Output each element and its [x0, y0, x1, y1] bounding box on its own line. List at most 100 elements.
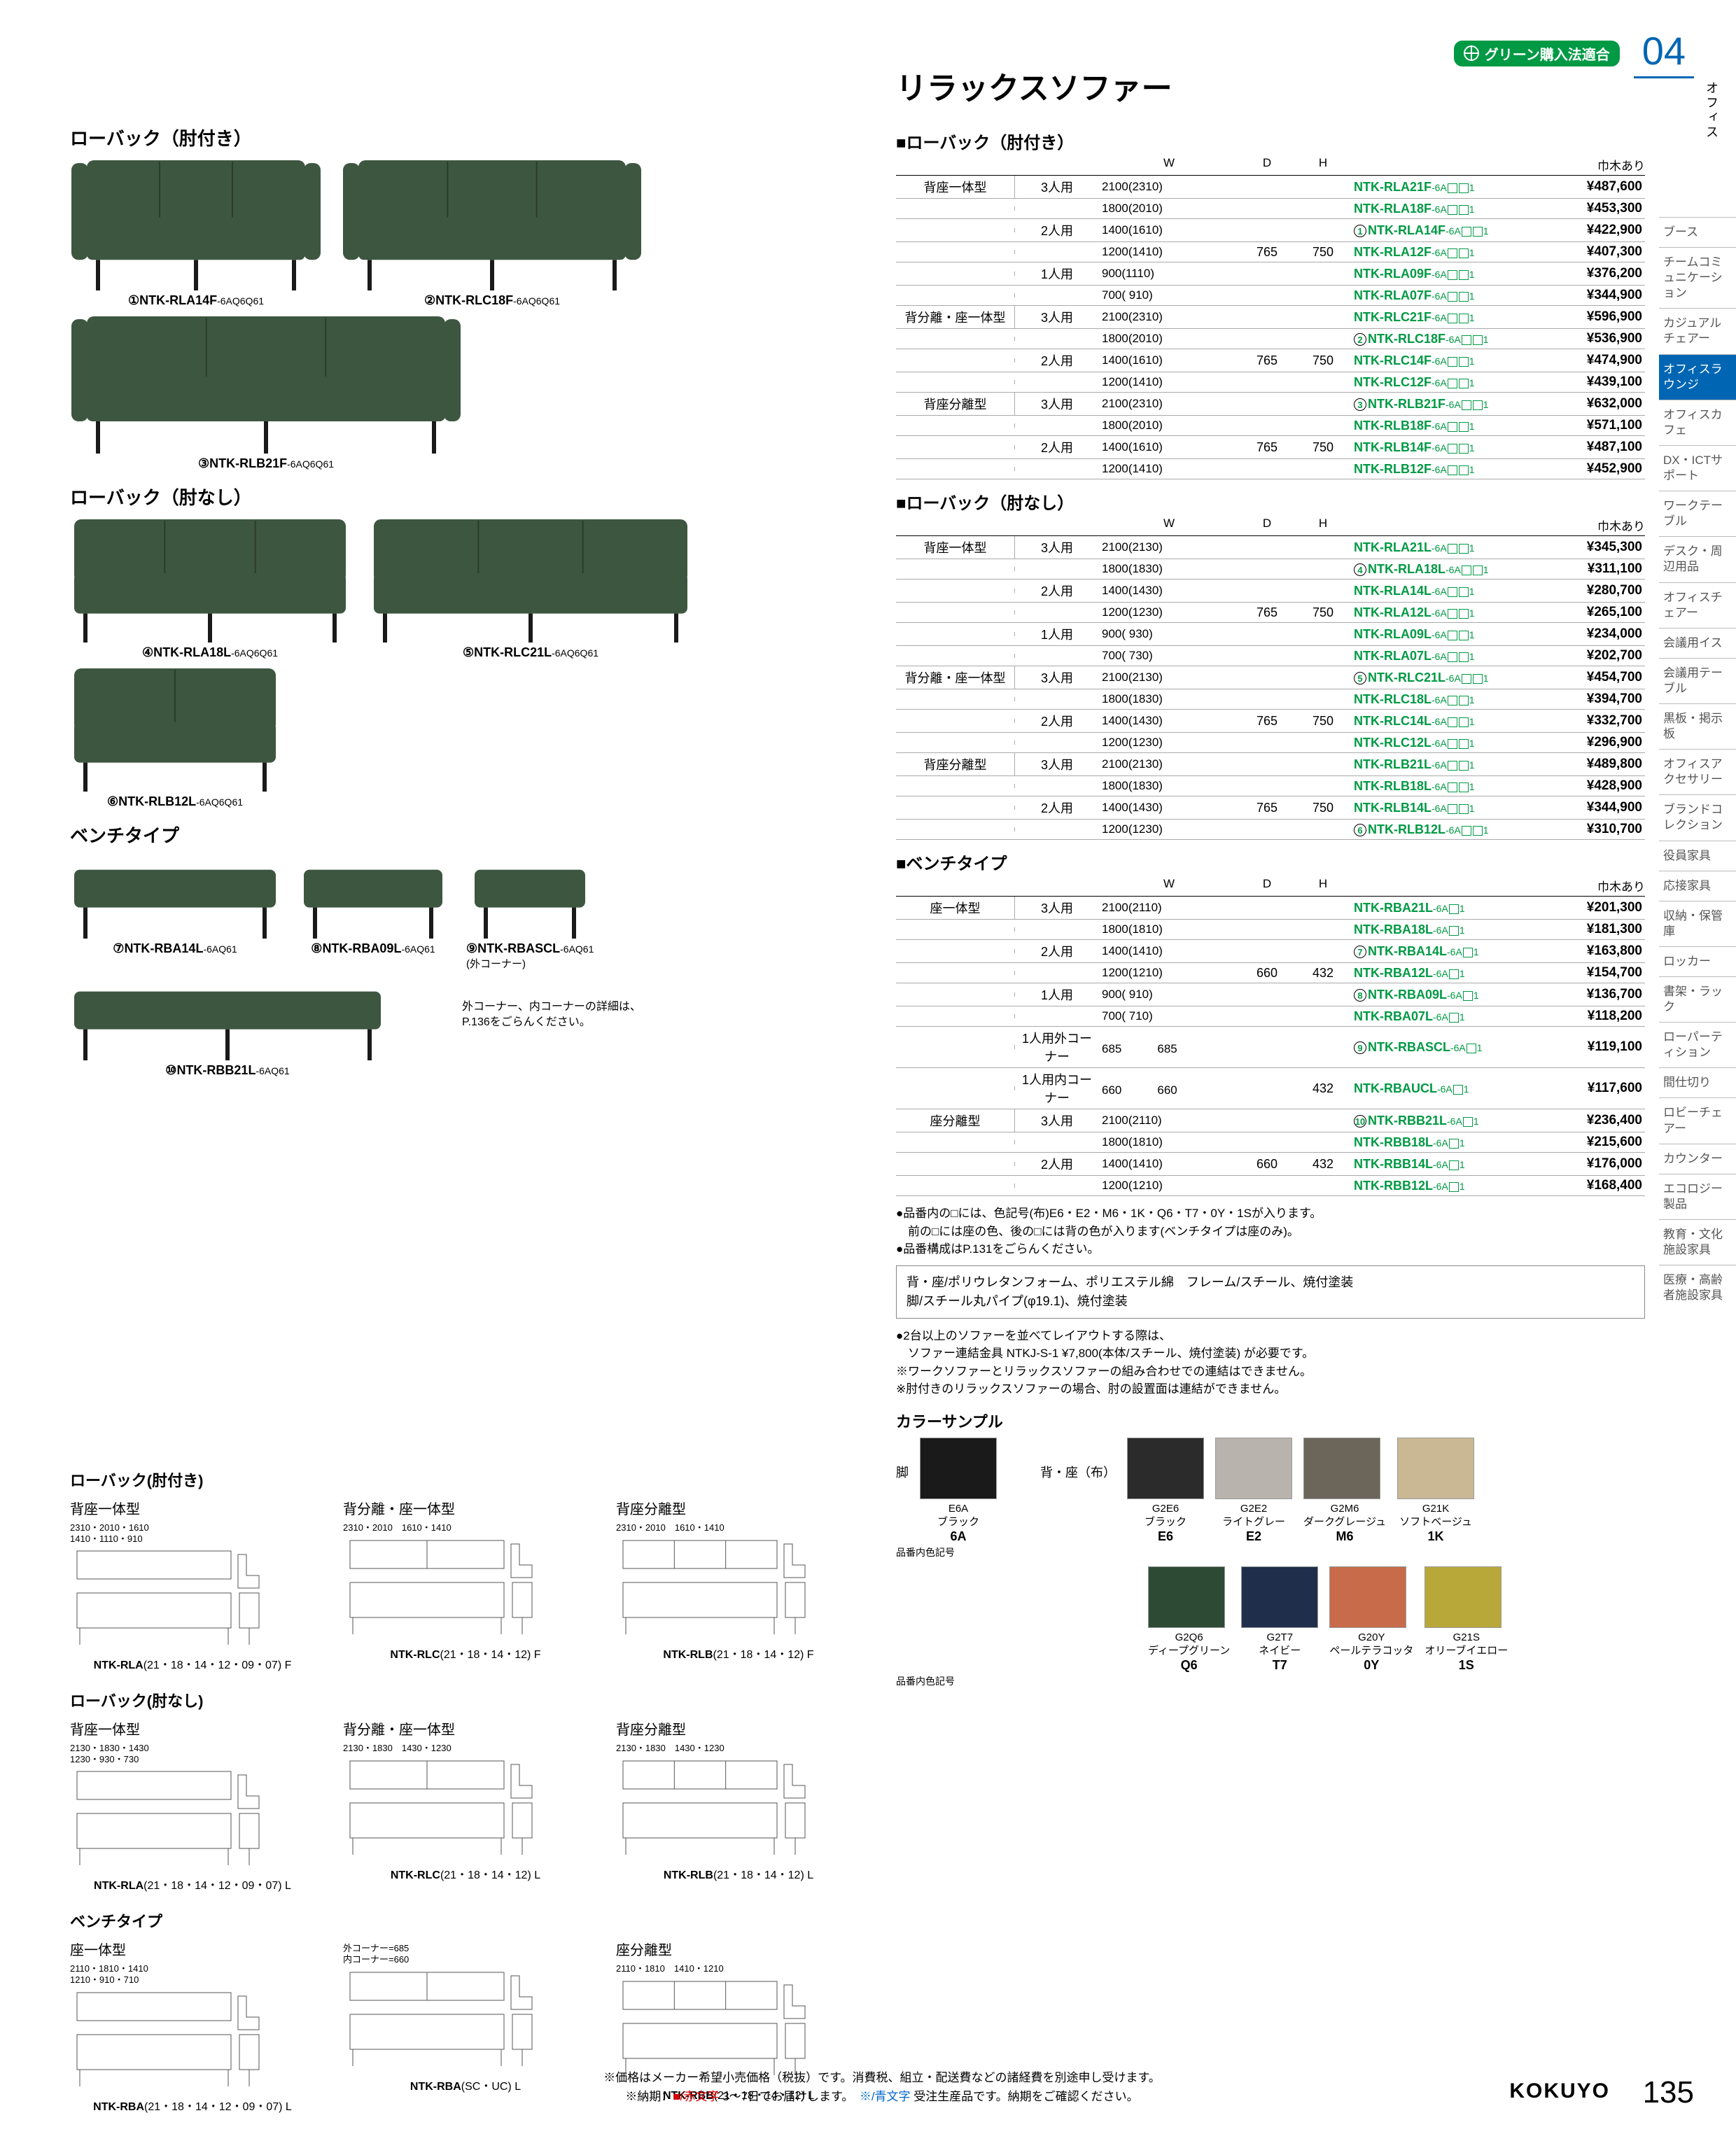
tech-drawing: 背座分離型2130・1830 1430・1230NTK-RLB(21・18・14…	[616, 1718, 861, 1893]
technical-drawings: ローバック(肘付き)背座一体型2310・2010・1610 1410・1110・…	[70, 1456, 861, 2131]
side-tab[interactable]: オフィスラウンジ	[1659, 354, 1736, 400]
side-tab[interactable]: オフィスカフェ	[1659, 400, 1736, 445]
table-row: 2人用1400(1610)765750NTK-RLC14F-6A1¥474,90…	[896, 349, 1645, 372]
color-samples: カラーサンプル脚E6Aブラック6A背・座（布）G2E6ブラックE6G2E2ライト…	[896, 1410, 1645, 1688]
side-tab[interactable]: 医療・高齢者施設家具	[1659, 1265, 1736, 1310]
footer: ※価格はメーカー希望小売価格（税抜）です。消費税、組立・配送費などの諸経費を別途…	[70, 2068, 1694, 2106]
table-row: 1200(1210)NTK-RBB12L-6A1¥168,400	[896, 1176, 1645, 1196]
page-title: リラックスソファー	[896, 63, 1172, 108]
side-tab[interactable]: デスク・周辺用品	[1659, 536, 1736, 582]
side-tab[interactable]: 会議用テーブル	[1659, 658, 1736, 703]
side-tabs: ブースチームコミュニケーションカジュアルチェアーオフィスラウンジオフィスカフェD…	[1659, 217, 1736, 1310]
table-row: 1200(1410)NTK-RLB12F-6A1¥452,900	[896, 459, 1645, 479]
side-tab[interactable]: 教育・文化施設家具	[1659, 1219, 1736, 1265]
table-row: 1800(1830)NTK-RLC18L-6A1¥394,700	[896, 689, 1645, 710]
table-row: 1800(1810)NTK-RBA18L-6A1¥181,300	[896, 920, 1645, 940]
table-row: 2人用1400(1610)765750NTK-RLB14F-6A1¥487,10…	[896, 436, 1645, 459]
table-row: 背座分離型3人用2100(2310)3NTK-RLB21F-6A1¥632,00…	[896, 393, 1645, 416]
side-tab[interactable]: 応接家具	[1659, 871, 1736, 901]
page-number: 135	[1643, 2075, 1694, 2110]
table-row: 1200(1230)NTK-RLC12L-6A1¥296,900	[896, 733, 1645, 753]
table-row: 2人用1400(1610)1NTK-RLA14F-6A1¥422,900	[896, 219, 1645, 242]
section-vertical: オフィス	[1702, 81, 1721, 140]
spec-notes: ●品番内の□には、色記号(布)E6・E2・M6・1K・Q6・T7・0Y・1Sが入…	[896, 1205, 1645, 1258]
table-row: 背座一体型3人用2100(2130)NTK-RLA21L-6A1¥345,300	[896, 536, 1645, 559]
side-tab[interactable]: ロッカー	[1659, 946, 1736, 976]
table-header: WDH巾木あり	[896, 155, 1645, 176]
table-title: ■ローバック（肘付き）	[896, 129, 1645, 153]
table-row: 座一体型3人用2100(2110)NTK-RBA21L-6A1¥201,300	[896, 897, 1645, 920]
product-image: ⑩NTK-RBB21L-6AQ61	[70, 976, 385, 1078]
tech-drawing: 背分離・座一体型2130・1830 1430・1230NTK-RLC(21・18…	[343, 1718, 588, 1893]
material-box: 背・座/ポリウレタンフォーム、ポリエステル綿 フレーム/スチール、焼付塗装脚/ス…	[896, 1265, 1645, 1319]
product-image: ⑨NTK-RBASCL-6AQ61(外コーナー)	[466, 855, 594, 971]
table-row: 1800(1810)NTK-RBB18L-6A1¥215,600	[896, 1132, 1645, 1153]
table-row: 1人用900( 930)NTK-RLA09L-6A1¥234,000	[896, 623, 1645, 646]
table-row: 2人用1400(1410)660432NTK-RBB14L-6A1¥176,00…	[896, 1153, 1645, 1176]
spec-tables: ■ローバック（肘付き）WDH巾木あり背座一体型3人用2100(2310)NTK-…	[896, 119, 1645, 1688]
side-tab[interactable]: カウンター	[1659, 1144, 1736, 1174]
table-row: 1200(1410)765750NTK-RLA12F-6A1¥407,300	[896, 242, 1645, 262]
globe-icon	[1464, 45, 1479, 61]
side-tab[interactable]: オフィスチェアー	[1659, 582, 1736, 628]
side-tab[interactable]: 会議用イス	[1659, 628, 1736, 658]
table-row: 2人用1400(1430)NTK-RLA14L-6A1¥280,700	[896, 580, 1645, 603]
table-header: WDH巾木あり	[896, 515, 1645, 536]
green-badge-text: グリーン購入法適合	[1485, 43, 1610, 64]
tech-drawing: 背分離・座一体型2310・2010 1610・1410NTK-RLC(21・18…	[343, 1498, 588, 1672]
section-title: ローバック（肘付き）	[70, 125, 861, 150]
side-tab[interactable]: ブース	[1659, 217, 1736, 247]
table-row: 1800(1830)NTK-RLB18L-6A1¥428,900	[896, 776, 1645, 796]
table-row: 1800(2010)NTK-RLB18F-6A1¥571,100	[896, 416, 1645, 436]
side-tab[interactable]: 間仕切り	[1659, 1067, 1736, 1097]
table-row: 1200(1210)660432NTK-RBA12L-6A1¥154,700	[896, 963, 1645, 983]
side-tab[interactable]: 役員家具	[1659, 841, 1736, 871]
product-image: ④NTK-RLA18L-6AQ6Q61	[70, 517, 350, 660]
table-header: WDH巾木あり	[896, 876, 1645, 897]
product-image: ⑥NTK-RLB12L-6AQ6Q61	[70, 666, 280, 809]
table-row: 1200(1230)765750NTK-RLA12L-6A1¥265,100	[896, 603, 1645, 623]
table-row: 1800(2010)NTK-RLA18F-6A1¥453,300	[896, 199, 1645, 219]
table-row: 1200(1230)6NTK-RLB12L-6A1¥310,700	[896, 820, 1645, 840]
tech-drawing: 背座一体型2130・1830・1430 1230・930・730NTK-RLA(…	[70, 1718, 315, 1893]
side-tab[interactable]: ローパーティション	[1659, 1022, 1736, 1067]
layout-notes: ●2台以上のソファーを並べてレイアウトする際は、 ソファー連結金具 NTKJ-S…	[896, 1327, 1645, 1398]
brand-logo: KOKUYO	[1509, 2079, 1610, 2103]
section-title: ローバック（肘なし）	[70, 484, 861, 510]
table-row: 1人用内コーナー660 660432NTK-RBAUCL-6A1¥117,600	[896, 1068, 1645, 1109]
table-row: 2人用1400(1410)7NTK-RBA14L-6A1¥163,800	[896, 940, 1645, 963]
table-row: 1800(2010)2NTK-RLC18F-6A1¥536,900	[896, 329, 1645, 349]
product-image: ⑧NTK-RBA09L-6AQ61	[300, 855, 447, 971]
side-tab[interactable]: ロビーチェアー	[1659, 1097, 1736, 1143]
footer-line2: ※納期：■/赤文字 3〜7日でお届けします。 ※/青文字 受注生産品です。納期を…	[70, 2087, 1694, 2106]
side-tab[interactable]: オフィスアクセサリー	[1659, 749, 1736, 794]
table-row: 700( 910)NTK-RLA07F-6A1¥344,900	[896, 286, 1645, 306]
side-tab[interactable]: ブランドコレクション	[1659, 794, 1736, 840]
table-row: 2人用1400(1430)765750NTK-RLB14L-6A1¥344,90…	[896, 796, 1645, 820]
side-tab[interactable]: エコロジー製品	[1659, 1174, 1736, 1219]
product-image: ③NTK-RLB21F-6AQ6Q61	[70, 314, 462, 471]
side-tab[interactable]: カジュアルチェアー	[1659, 308, 1736, 353]
table-row: 1人用900( 910)8NTK-RBA09L-6A1¥136,700	[896, 983, 1645, 1006]
table-row: 背座一体型3人用2100(2310)NTK-RLA21F-6A1¥487,600	[896, 176, 1645, 199]
chapter-number: 04	[1634, 28, 1694, 78]
product-image: ①NTK-RLA14F-6AQ6Q61	[70, 157, 322, 308]
side-tab[interactable]: 書架・ラック	[1659, 976, 1736, 1022]
green-badge: グリーン購入法適合	[1454, 41, 1620, 66]
side-tab[interactable]: チームコミュニケーション	[1659, 247, 1736, 308]
product-image: ⑤NTK-RLC21L-6AQ6Q61	[370, 517, 692, 660]
side-tab[interactable]: ワークテーブル	[1659, 491, 1736, 536]
side-tab[interactable]: 黒板・掲示板	[1659, 703, 1736, 749]
side-tab[interactable]: DX・ICTサポート	[1659, 445, 1736, 491]
side-tab[interactable]: 収納・保管庫	[1659, 901, 1736, 946]
table-row: 背分離・座一体型3人用2100(2310)NTK-RLC21F-6A1¥596,…	[896, 306, 1645, 329]
product-image: ⑦NTK-RBA14L-6AQ61	[70, 855, 280, 971]
tech-drawing: 背座一体型2310・2010・1610 1410・1110・910NTK-RLA…	[70, 1498, 315, 1672]
table-title: ■ベンチタイプ	[896, 850, 1645, 874]
tech-group-title: ローバック(肘なし)	[70, 1689, 861, 1711]
table-row: 1人用外コーナー685 6859NTK-RBASCL-6A1¥119,100	[896, 1027, 1645, 1068]
footer-line1: ※価格はメーカー希望小売価格（税抜）です。消費税、組立・配送費などの諸経費を別途…	[70, 2068, 1694, 2087]
table-row: 700( 710)NTK-RBA07L-6A1¥118,200	[896, 1006, 1645, 1027]
table-row: 1人用900(1110)NTK-RLA09F-6A1¥376,200	[896, 262, 1645, 286]
tech-drawing: 背座分離型2310・2010 1610・1410NTK-RLB(21・18・14…	[616, 1498, 861, 1672]
